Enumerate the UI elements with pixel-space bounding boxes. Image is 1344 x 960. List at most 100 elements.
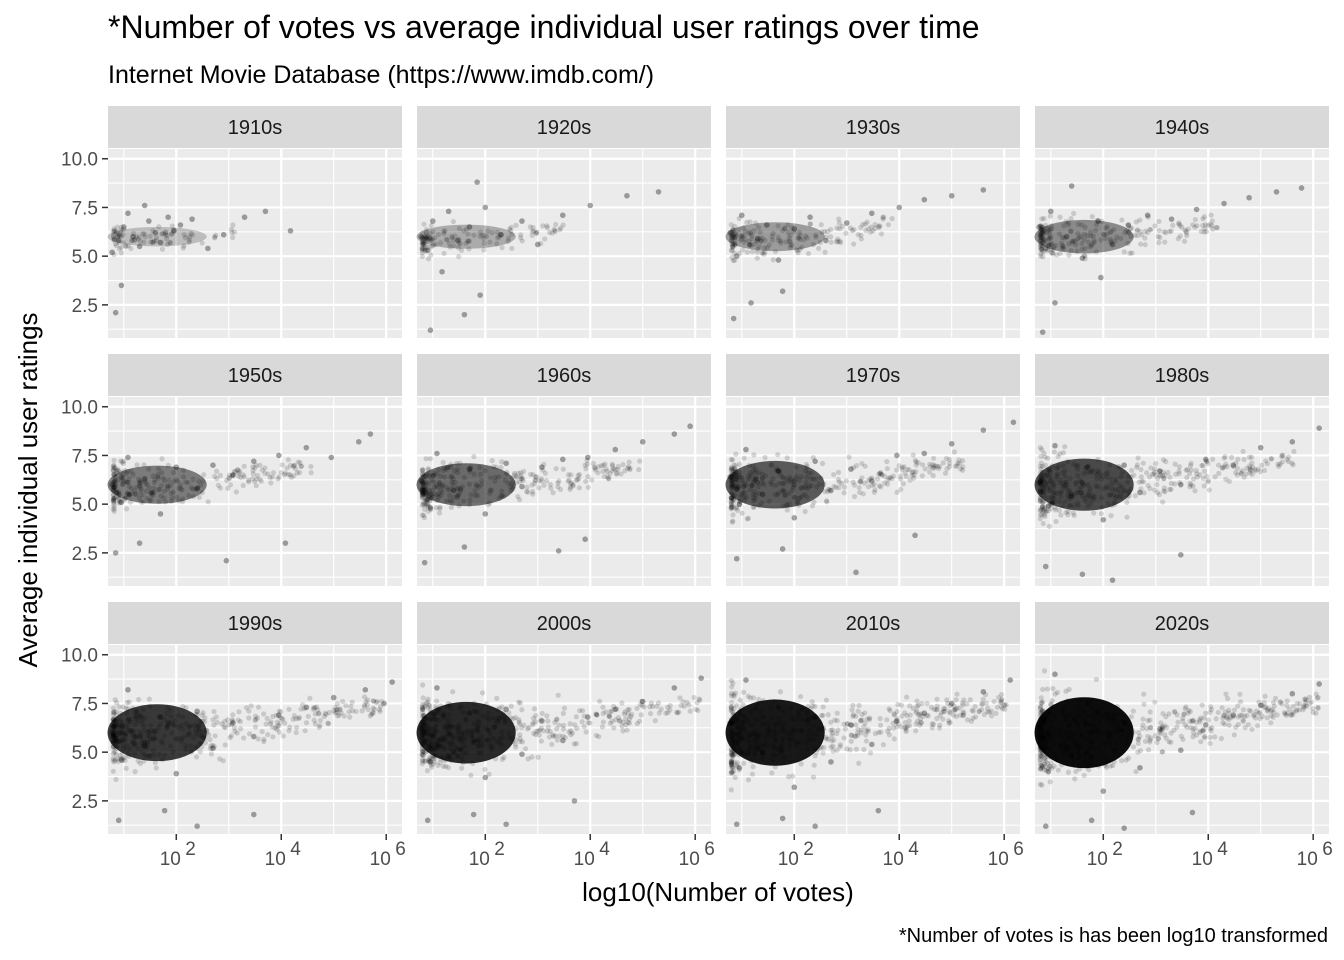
data-point: [308, 463, 314, 470]
data-point: [1219, 705, 1225, 711]
data-point: [282, 470, 288, 476]
data-point: [447, 244, 453, 250]
data-point: [148, 239, 154, 245]
data-point: [777, 689, 784, 695]
data-point: [423, 235, 429, 242]
data-point: [600, 710, 606, 717]
data-point: [426, 234, 432, 240]
data-point: [1284, 698, 1290, 704]
data-point: [286, 706, 292, 712]
data-point: [253, 713, 259, 719]
x-tick-label: 10: [574, 849, 595, 870]
data-point: [959, 700, 966, 706]
data-point: [265, 731, 271, 738]
data-point: [849, 227, 855, 234]
data-point: [1052, 300, 1058, 306]
data-point: [1045, 768, 1052, 775]
data-point: [303, 444, 310, 451]
y-tick-label: 2.5: [72, 544, 98, 565]
data-point: [924, 700, 930, 707]
data-point: [597, 698, 603, 704]
data-point: [687, 708, 693, 714]
data-point: [287, 228, 294, 234]
data-point: [585, 484, 591, 490]
data-point: [1162, 723, 1168, 729]
data-point: [1145, 733, 1151, 740]
data-point: [231, 229, 238, 235]
data-point: [1192, 488, 1198, 494]
data-point: [355, 439, 362, 445]
data-point: [346, 709, 352, 715]
data-point: [1043, 230, 1050, 236]
data-point: [420, 230, 426, 236]
data-point: [742, 228, 748, 234]
data-point: [113, 776, 119, 783]
data-point: [954, 691, 960, 697]
data-point: [1125, 229, 1131, 235]
data-point: [110, 705, 117, 711]
data-point: [730, 226, 736, 232]
data-point: [781, 225, 788, 231]
data-point: [512, 741, 519, 747]
data-point: [1189, 809, 1196, 816]
data-point: [1041, 249, 1047, 255]
data-point: [906, 718, 912, 724]
data-point: [862, 221, 868, 227]
data-point: [1088, 233, 1094, 239]
data-point: [600, 719, 606, 725]
data-point: [561, 705, 568, 711]
data-point: [698, 675, 704, 681]
x-tick-label: 10: [1192, 849, 1213, 870]
data-point: [549, 741, 555, 747]
data-point: [1071, 210, 1077, 217]
data-point: [1038, 695, 1044, 701]
data-point: [554, 726, 560, 732]
data-point: [1298, 185, 1305, 191]
data-point: [1068, 228, 1074, 235]
facet-panels: 1910s 2.5 5.0 7.5 10.0 1920s 1930s 1940s 1950s 2.…: [61, 106, 1333, 870]
data-point: [276, 712, 282, 718]
data-point: [576, 485, 582, 491]
data-point: [1213, 716, 1219, 722]
data-point: [904, 694, 910, 700]
data-point: [980, 688, 987, 695]
data-point: [981, 711, 987, 718]
data-point: [1209, 218, 1216, 224]
data-point: [1081, 253, 1087, 259]
data-point: [1142, 235, 1148, 241]
data-point: [1207, 734, 1213, 741]
data-point: [898, 702, 904, 708]
data-point: [848, 466, 854, 472]
data-point: [732, 250, 738, 256]
data-point: [1066, 252, 1072, 258]
facet-strip-label: 1990s: [228, 613, 283, 635]
data-point: [422, 242, 428, 248]
data-point: [836, 220, 843, 226]
data-point: [1093, 249, 1099, 255]
data-point: [1038, 226, 1044, 232]
data-point: [1087, 244, 1093, 250]
data-point: [529, 754, 535, 760]
data-point: [419, 246, 425, 252]
data-point: [1137, 764, 1143, 771]
x-tick-exponent: 4: [599, 839, 610, 860]
data-point: [425, 234, 431, 240]
data-point: [1301, 696, 1308, 702]
data-point: [449, 235, 455, 241]
data-point: [823, 697, 830, 703]
data-point: [128, 245, 134, 252]
data-point: [1203, 229, 1209, 235]
data-point: [1220, 715, 1226, 721]
data-point: [1081, 772, 1087, 779]
data-point: [1091, 238, 1097, 244]
data-point: [807, 214, 813, 220]
data-point: [1040, 239, 1046, 245]
data-point: [463, 226, 470, 232]
data-point: [1072, 776, 1078, 782]
data-point: [835, 727, 841, 733]
data-point: [933, 707, 940, 713]
data-point: [872, 225, 878, 231]
data-point: [552, 227, 558, 234]
data-point: [1048, 242, 1054, 248]
data-point: [316, 724, 322, 730]
